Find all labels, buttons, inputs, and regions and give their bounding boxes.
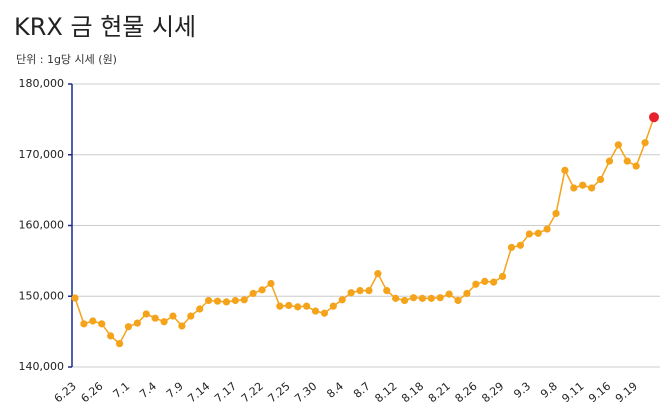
point — [356, 286, 364, 295]
point — [347, 289, 355, 297]
x-tick-label: 8.18 — [399, 380, 426, 406]
point — [320, 309, 329, 317]
point — [418, 294, 426, 302]
point — [294, 303, 302, 311]
point — [436, 294, 444, 302]
point — [400, 296, 409, 305]
x-tick-label: 8.12 — [372, 380, 399, 406]
point — [472, 280, 480, 288]
y-tick-label: 160,000 — [19, 219, 65, 232]
x-tick-label: 8.4 — [324, 380, 346, 401]
point — [169, 312, 177, 320]
point — [142, 310, 150, 318]
point — [570, 184, 578, 192]
x-tick-label: 7.14 — [185, 380, 212, 406]
point — [285, 301, 293, 310]
point — [374, 270, 382, 278]
point — [249, 289, 257, 298]
x-tick-label: 9.3 — [511, 380, 533, 401]
x-tick-label: 7.1 — [111, 380, 133, 401]
point — [605, 157, 614, 165]
x-tick-label: 6.26 — [78, 380, 105, 406]
point — [525, 230, 533, 238]
point — [392, 294, 400, 302]
x-tick-label: 9.8 — [538, 380, 560, 401]
point — [115, 340, 124, 348]
y-tick-label: 170,000 — [19, 148, 65, 161]
point — [213, 297, 222, 305]
point — [196, 305, 204, 313]
point — [623, 157, 631, 165]
point — [222, 298, 231, 306]
chart-subtitle: 단위 : 1g당 시세 (원) — [16, 53, 117, 66]
point — [151, 314, 159, 322]
point — [205, 296, 213, 305]
x-tick-label: 8.26 — [453, 380, 480, 406]
x-tick-label: 8.21 — [426, 380, 453, 406]
point — [267, 279, 275, 288]
point — [561, 166, 569, 174]
point — [516, 241, 524, 249]
point — [649, 112, 659, 123]
point — [276, 302, 284, 310]
point — [632, 162, 640, 170]
point — [365, 286, 373, 295]
point — [596, 175, 605, 184]
point — [463, 289, 471, 298]
point — [490, 278, 498, 286]
point — [552, 209, 560, 218]
y-tick-label: 150,000 — [19, 289, 65, 302]
point — [383, 286, 391, 295]
point — [80, 320, 88, 328]
point — [588, 184, 596, 192]
point — [311, 307, 320, 315]
point — [107, 332, 115, 340]
chart-title: KRX 금 현물 시세 — [14, 13, 196, 41]
point — [641, 139, 649, 147]
x-tick-label: 7.25 — [266, 380, 293, 406]
point — [329, 302, 337, 310]
point — [481, 277, 489, 285]
point — [498, 272, 507, 281]
x-tick-label: 9.19 — [613, 380, 640, 406]
x-tick-label: 9.11 — [559, 380, 586, 406]
point — [240, 296, 248, 304]
x-tick-label: 7.22 — [239, 380, 266, 406]
point — [124, 323, 133, 331]
point — [534, 229, 542, 237]
point — [614, 141, 622, 149]
point — [71, 294, 79, 302]
point — [231, 296, 239, 305]
x-tick-label: 7.17 — [212, 380, 239, 406]
x-tick-label: 8.7 — [351, 380, 373, 401]
x-tick-label: 6.23 — [52, 380, 79, 406]
y-tick-label: 180,000 — [19, 77, 65, 90]
point — [303, 302, 311, 310]
point — [160, 318, 168, 326]
x-tick-label: 7.9 — [164, 380, 186, 401]
point — [178, 322, 186, 330]
point — [409, 294, 418, 302]
point — [258, 286, 266, 294]
x-tick-label: 8.29 — [479, 380, 506, 406]
point — [579, 181, 587, 189]
y-tick-label: 140,000 — [19, 360, 65, 373]
line — [74, 117, 655, 345]
point — [507, 243, 516, 252]
point — [133, 319, 141, 327]
point — [454, 296, 462, 305]
point — [187, 312, 195, 320]
x-tick-label: 7.4 — [137, 380, 159, 401]
point — [89, 317, 97, 325]
point — [543, 225, 551, 233]
x-tick-label: 7.30 — [292, 380, 319, 406]
x-tick-label: 9.16 — [586, 380, 613, 406]
point — [338, 296, 346, 304]
point — [427, 294, 435, 302]
point — [445, 290, 453, 298]
point — [98, 320, 106, 328]
